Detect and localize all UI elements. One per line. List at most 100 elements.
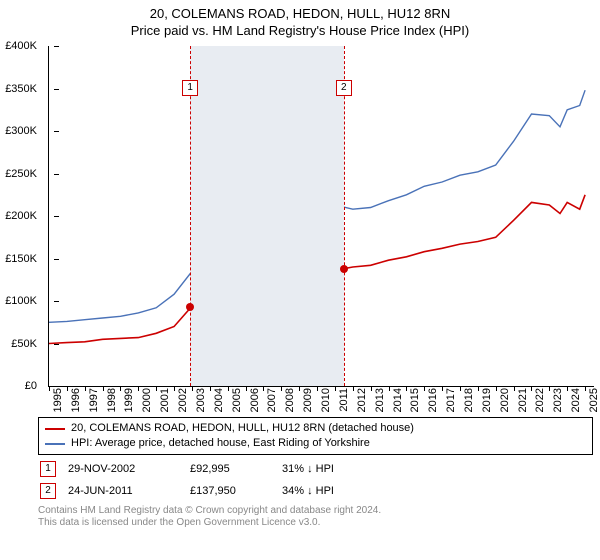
y-tick	[54, 216, 59, 217]
sale-marker-line	[190, 46, 191, 386]
y-axis-label: £50K	[0, 338, 37, 350]
sale-date: 24-JUN-2011	[68, 485, 178, 497]
x-axis-label: 2004	[213, 388, 225, 412]
credit-line1: Contains HM Land Registry data © Crown c…	[38, 505, 590, 517]
x-axis-label: 2023	[552, 388, 564, 412]
x-tick	[210, 386, 211, 391]
x-axis-label: 2006	[249, 388, 261, 412]
x-tick	[531, 386, 532, 391]
chart-area: 12 £0£50K£100K£150K£200K£250K£300K£350K£…	[38, 46, 593, 411]
x-axis-label: 2019	[481, 388, 493, 412]
x-tick	[424, 386, 425, 391]
x-tick	[585, 386, 586, 391]
x-tick	[246, 386, 247, 391]
x-tick	[85, 386, 86, 391]
x-axis-label: 2024	[570, 388, 582, 412]
y-tick	[54, 386, 59, 387]
legend-box: 20, COLEMANS ROAD, HEDON, HULL, HU12 8RN…	[38, 417, 593, 455]
sales-block: 129-NOV-2002£92,99531% ↓ HPI224-JUN-2011…	[38, 461, 593, 499]
x-tick	[389, 386, 390, 391]
y-axis-label: £150K	[0, 253, 37, 265]
x-tick	[174, 386, 175, 391]
x-axis-label: 1997	[88, 388, 100, 412]
x-tick	[67, 386, 68, 391]
legend-row: HPI: Average price, detached house, East…	[45, 436, 586, 451]
x-axis-label: 2009	[302, 388, 314, 412]
sale-period-band	[190, 46, 344, 386]
legend-label: HPI: Average price, detached house, East…	[71, 436, 370, 451]
sale-marker-box: 2	[336, 80, 352, 96]
x-axis-label: 2025	[588, 388, 600, 412]
legend: 20, COLEMANS ROAD, HEDON, HULL, HU12 8RN…	[38, 417, 593, 499]
x-tick	[103, 386, 104, 391]
x-axis-label: 2018	[463, 388, 475, 412]
y-tick	[54, 46, 59, 47]
x-tick	[371, 386, 372, 391]
sale-date: 29-NOV-2002	[68, 463, 178, 475]
y-axis-label: £200K	[0, 210, 37, 222]
x-axis-label: 1996	[70, 388, 82, 412]
x-tick	[514, 386, 515, 391]
x-axis-label: 2010	[320, 388, 332, 412]
x-axis-label: 2013	[374, 388, 386, 412]
sale-marker-line	[344, 46, 345, 386]
y-axis-label: £250K	[0, 168, 37, 180]
x-tick	[138, 386, 139, 391]
legend-swatch	[45, 428, 65, 430]
x-axis-label: 2016	[427, 388, 439, 412]
x-axis-label: 1999	[123, 388, 135, 412]
x-tick	[549, 386, 550, 391]
x-tick	[442, 386, 443, 391]
plot-region: 12	[48, 46, 594, 387]
x-axis-label: 2000	[141, 388, 153, 412]
x-tick	[228, 386, 229, 391]
y-axis-label: £100K	[0, 295, 37, 307]
y-tick	[54, 174, 59, 175]
x-axis-label: 2015	[409, 388, 421, 412]
x-tick	[49, 386, 50, 391]
x-tick	[120, 386, 121, 391]
x-axis-label: 2007	[266, 388, 278, 412]
chart-container: 20, COLEMANS ROAD, HEDON, HULL, HU12 8RN…	[0, 0, 600, 560]
x-tick	[281, 386, 282, 391]
x-axis-label: 1995	[52, 388, 64, 412]
sale-point	[340, 265, 348, 273]
x-axis-label: 2014	[392, 388, 404, 412]
sale-diff: 34% ↓ HPI	[282, 485, 334, 497]
x-tick	[478, 386, 479, 391]
x-tick	[299, 386, 300, 391]
y-tick	[54, 259, 59, 260]
x-axis-label: 2001	[159, 388, 171, 412]
sale-diff: 31% ↓ HPI	[282, 463, 334, 475]
sale-price: £137,950	[190, 485, 270, 497]
x-axis-label: 2008	[284, 388, 296, 412]
credit-line2: This data is licensed under the Open Gov…	[38, 517, 590, 529]
x-axis-label: 2003	[195, 388, 207, 412]
x-axis-label: 2002	[177, 388, 189, 412]
x-tick	[460, 386, 461, 391]
y-tick	[54, 89, 59, 90]
x-tick	[406, 386, 407, 391]
x-axis-label: 2005	[231, 388, 243, 412]
y-axis-label: £400K	[0, 40, 37, 52]
y-axis-label: £300K	[0, 125, 37, 137]
x-tick	[353, 386, 354, 391]
x-axis-label: 1998	[106, 388, 118, 412]
x-axis-label: 2022	[534, 388, 546, 412]
x-tick	[263, 386, 264, 391]
x-axis-label: 2017	[445, 388, 457, 412]
x-tick	[567, 386, 568, 391]
sale-point	[186, 303, 194, 311]
legend-swatch	[45, 443, 65, 445]
chart-title-sub: Price paid vs. HM Land Registry's House …	[10, 23, 590, 38]
x-tick	[192, 386, 193, 391]
sale-row: 1 29-NOV-2002 £92,995 31% ↓ HPI	[38, 461, 593, 477]
sale-num-box: 1	[40, 461, 56, 477]
x-axis-label: 2021	[517, 388, 529, 412]
legend-label: 20, COLEMANS ROAD, HEDON, HULL, HU12 8RN…	[71, 421, 414, 436]
y-tick	[54, 131, 59, 132]
x-tick	[317, 386, 318, 391]
sale-price: £92,995	[190, 463, 270, 475]
y-tick	[54, 344, 59, 345]
x-tick	[496, 386, 497, 391]
